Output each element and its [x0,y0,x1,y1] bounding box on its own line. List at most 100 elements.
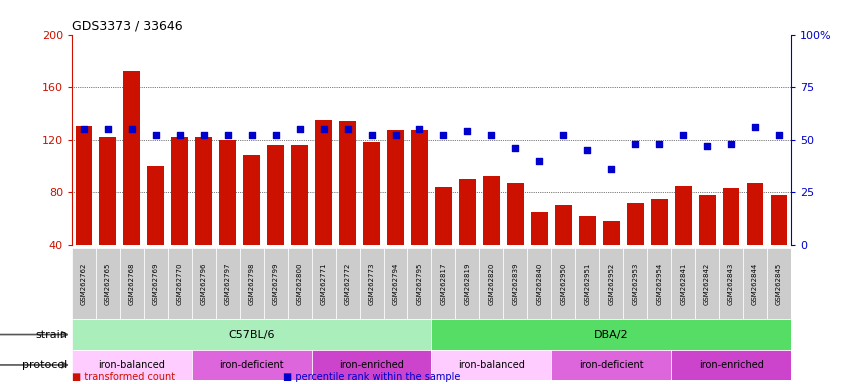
Text: GSM262843: GSM262843 [728,263,734,305]
Point [269,132,283,139]
Bar [431,319,791,350]
Text: GSM262795: GSM262795 [416,263,422,305]
Point [173,132,186,139]
Point [700,143,714,149]
Bar [124,71,140,245]
Bar [311,248,336,319]
Bar [455,248,480,319]
Bar [120,248,144,319]
Bar [192,350,311,380]
Bar [507,183,524,245]
Text: GSM262800: GSM262800 [297,263,303,305]
Bar [192,248,216,319]
Text: GSM262762: GSM262762 [81,263,87,305]
Bar [575,248,599,319]
Text: GSM262953: GSM262953 [632,263,638,305]
Bar [267,145,284,245]
Bar [483,176,500,245]
Bar [459,179,475,245]
Bar [336,248,360,319]
Point [389,132,403,139]
Point [341,126,354,132]
Point [508,145,522,151]
Bar [100,137,116,245]
Text: GSM262773: GSM262773 [369,263,375,305]
Bar [411,131,428,245]
Point [557,132,570,139]
Text: GSM262797: GSM262797 [225,263,231,305]
Text: GSM262840: GSM262840 [536,263,542,305]
Point [629,141,642,147]
Text: GSM262839: GSM262839 [513,263,519,305]
Text: ■ percentile rank within the sample: ■ percentile rank within the sample [283,372,461,382]
Bar [480,248,503,319]
Point [365,132,378,139]
Text: GSM262796: GSM262796 [201,263,206,305]
Bar [671,248,695,319]
Text: iron-deficient: iron-deficient [579,360,644,370]
Bar [722,188,739,245]
Bar [75,126,92,245]
Text: iron-balanced: iron-balanced [98,360,165,370]
Text: GSM262845: GSM262845 [776,263,782,305]
Bar [147,166,164,245]
Text: GSM262769: GSM262769 [153,263,159,305]
Point [652,141,666,147]
Bar [435,187,452,245]
Point [772,132,786,139]
Bar [603,221,619,245]
Text: GSM262817: GSM262817 [441,263,447,305]
Bar [699,195,716,245]
Text: protocol: protocol [23,360,68,370]
Bar [195,137,212,245]
Bar [552,248,575,319]
Bar [531,212,547,245]
Bar [743,248,767,319]
Text: GSM262799: GSM262799 [272,263,278,305]
Bar [339,121,356,245]
Text: GSM262951: GSM262951 [585,263,591,305]
Point [293,126,306,132]
Text: ■ transformed count: ■ transformed count [72,372,175,382]
Point [245,132,259,139]
Text: GSM262765: GSM262765 [105,263,111,305]
Bar [408,248,431,319]
Text: GSM262842: GSM262842 [704,263,710,305]
Bar [555,205,572,245]
Bar [627,203,644,245]
Text: GSM262844: GSM262844 [752,263,758,305]
Text: GSM262798: GSM262798 [249,263,255,305]
Bar [552,350,671,380]
Text: GSM262772: GSM262772 [344,263,350,305]
Bar [168,248,192,319]
Bar [747,183,763,245]
Bar [431,248,455,319]
Point [125,126,139,132]
Bar [72,350,192,380]
Bar [719,248,743,319]
Text: GSM262819: GSM262819 [464,263,470,305]
Text: GSM262771: GSM262771 [321,263,327,305]
Point [724,141,738,147]
Text: C57BL/6: C57BL/6 [228,329,275,339]
Bar [216,248,239,319]
Point [580,147,594,153]
Bar [431,350,552,380]
Bar [291,145,308,245]
Bar [239,248,264,319]
Bar [579,216,596,245]
Point [316,126,330,132]
Text: GSM262950: GSM262950 [560,263,566,305]
Bar [311,350,431,380]
Point [149,132,162,139]
Bar [96,248,120,319]
Bar [72,319,431,350]
Point [485,132,498,139]
Point [460,128,474,134]
Bar [527,248,552,319]
Text: GDS3373 / 33646: GDS3373 / 33646 [72,19,183,32]
Bar [244,156,260,245]
Text: GSM262952: GSM262952 [608,263,614,305]
Text: iron-enriched: iron-enriched [699,360,764,370]
Bar [144,248,168,319]
